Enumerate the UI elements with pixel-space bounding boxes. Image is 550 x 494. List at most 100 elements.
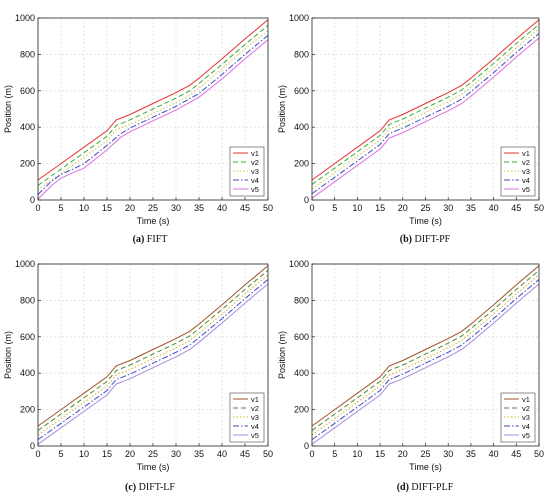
series-line-v3 — [37, 30, 269, 191]
y-tick-label: 0 — [30, 195, 35, 205]
caption-name: DIFT-LF — [136, 482, 175, 493]
x-axis-title: Time (s) — [137, 462, 170, 472]
x-tick-label: 45 — [240, 449, 250, 459]
x-tick-label: 10 — [352, 203, 362, 213]
legend-label-v3: v3 — [251, 167, 259, 176]
caption-name: DIFT-PF — [412, 234, 451, 245]
x-tick-label: 50 — [534, 449, 544, 459]
y-tick-label: 0 — [30, 441, 35, 451]
y-tick-label: 200 — [294, 159, 309, 169]
y-tick-label: 600 — [294, 332, 309, 342]
x-tick-label: 30 — [443, 203, 453, 213]
legend-label-v1: v1 — [251, 149, 259, 158]
legend-label-v4: v4 — [522, 176, 530, 185]
series-line-v1 — [311, 265, 540, 427]
x-tick-label: 40 — [489, 203, 499, 213]
x-tick-label: 50 — [263, 449, 273, 459]
y-tick-label: 200 — [20, 405, 35, 415]
x-tick-label: 0 — [309, 449, 314, 459]
x-tick-label: 10 — [352, 449, 362, 459]
x-tick-label: 0 — [309, 203, 314, 213]
series-line-v5 — [311, 37, 540, 199]
x-tick-label: 0 — [35, 449, 40, 459]
chart-panel-2: 0 5 10 15 20 25 30 35 40 45 50 0 200 400 600 800 1000 Tim… — [277, 13, 544, 245]
series-line-v3 — [37, 274, 269, 436]
series-line-v1 — [37, 19, 269, 181]
x-tick-label: 20 — [398, 203, 408, 213]
x-axis-title: Time (s) — [409, 462, 442, 472]
series-line-v2 — [37, 270, 269, 431]
y-tick-label: 400 — [20, 122, 35, 132]
chart-panel-1: 0 5 10 15 20 25 30 35 40 45 50 0 200 400 600 800 1000 Tim… — [3, 13, 273, 245]
x-axis-title: Time (s) — [137, 216, 170, 226]
x-tick-label: 0 — [35, 203, 40, 213]
x-tick-label: 30 — [171, 449, 181, 459]
x-tick-label: 25 — [148, 203, 158, 213]
x-tick-label: 20 — [125, 449, 135, 459]
chart-panel-4: 0 5 10 15 20 25 30 35 40 45 50 0 200 400 600 800 1000 Tim… — [277, 259, 544, 493]
legend-label-v5: v5 — [522, 431, 530, 440]
x-tick-label: 25 — [420, 449, 430, 459]
x-tick-label: 5 — [332, 449, 337, 459]
x-tick-label: 15 — [102, 203, 112, 213]
x-tick-label: 45 — [240, 203, 250, 213]
y-tick-label: 200 — [20, 159, 35, 169]
legend-label-v1: v1 — [522, 395, 530, 404]
series-line-v1 — [311, 19, 540, 181]
legend-label-v1: v1 — [251, 395, 259, 404]
x-tick-label: 15 — [375, 203, 385, 213]
series-line-v3 — [311, 28, 540, 190]
x-tick-label: 35 — [466, 449, 476, 459]
legend-label-v2: v2 — [522, 404, 530, 413]
series-line-v4 — [311, 279, 540, 441]
legend-box — [500, 146, 536, 197]
y-tick-label: 600 — [20, 332, 35, 342]
y-axis-title: Position (m) — [3, 85, 13, 133]
y-tick-label: 1000 — [289, 259, 309, 269]
y-axis-title: Position (m) — [277, 331, 287, 379]
x-tick-label: 35 — [194, 203, 204, 213]
legend-label-v5: v5 — [522, 185, 530, 194]
x-tick-label: 5 — [332, 203, 337, 213]
x-tick-label: 40 — [489, 449, 499, 459]
x-tick-label: 25 — [148, 449, 158, 459]
y-tick-label: 0 — [304, 441, 309, 451]
x-tick-label: 10 — [79, 449, 89, 459]
caption-letter: (b) — [400, 234, 412, 245]
x-tick-label: 10 — [79, 203, 89, 213]
x-tick-label: 30 — [443, 449, 453, 459]
y-axis-title: Position (m) — [277, 85, 287, 133]
x-tick-label: 5 — [58, 203, 63, 213]
legend-label-v3: v3 — [522, 413, 530, 422]
y-tick-label: 400 — [20, 368, 35, 378]
x-tick-label: 5 — [58, 449, 63, 459]
series-line-v2 — [37, 24, 269, 186]
x-tick-label: 20 — [125, 203, 135, 213]
caption-name: DIFT-PLF — [409, 482, 454, 493]
legend-label-v2: v2 — [251, 158, 259, 167]
x-tick-label: 15 — [102, 449, 112, 459]
series-line-v5 — [311, 283, 540, 445]
series-line-v3 — [311, 274, 540, 436]
x-tick-label: 20 — [398, 449, 408, 459]
x-tick-label: 40 — [217, 449, 227, 459]
y-tick-label: 200 — [294, 405, 309, 415]
y-tick-label: 400 — [294, 368, 309, 378]
y-tick-label: 800 — [20, 49, 35, 59]
series-line-v4 — [311, 33, 540, 195]
x-tick-label: 45 — [511, 203, 521, 213]
x-tick-label: 25 — [420, 203, 430, 213]
x-tick-label: 50 — [263, 203, 273, 213]
series-line-v4 — [37, 34, 269, 195]
y-tick-label: 600 — [294, 86, 309, 96]
legend-label-v3: v3 — [522, 167, 530, 176]
x-tick-label: 30 — [171, 203, 181, 213]
x-tick-label: 15 — [375, 449, 385, 459]
x-axis-title: Time (s) — [409, 216, 442, 226]
legend-label-v2: v2 — [522, 158, 530, 167]
x-tick-label: 35 — [466, 203, 476, 213]
